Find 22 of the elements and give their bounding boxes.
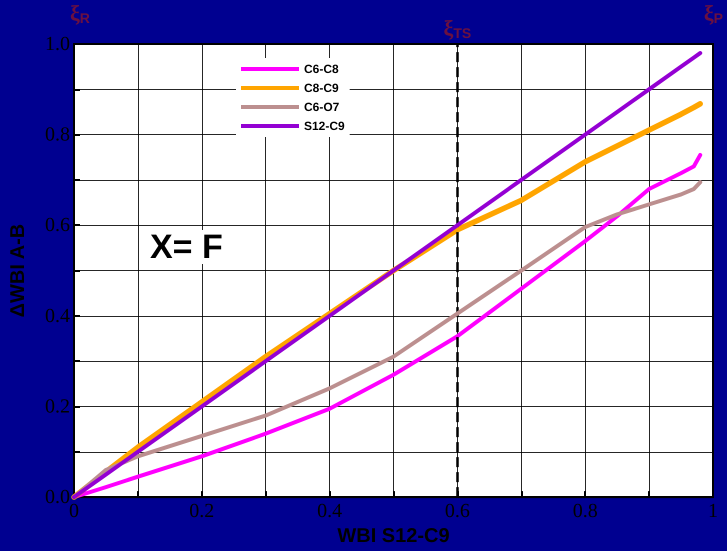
- y-axis-title: ΔWBI A-B: [7, 224, 29, 318]
- x-tick-label: 0: [69, 500, 79, 522]
- legend-label: C6-C8: [304, 62, 339, 76]
- x-tick-label: 0.4: [317, 500, 342, 522]
- x-tick-label: 1: [708, 500, 718, 522]
- annotation: X= F: [150, 228, 223, 266]
- text: ξR: [70, 0, 90, 26]
- y-tick-label: 0.6: [45, 214, 70, 236]
- legend-label: C6-O7: [304, 100, 340, 114]
- text: ξP: [704, 0, 724, 26]
- ref-line-label: ξTS: [444, 16, 472, 41]
- x-tick-label: 0.2: [189, 500, 214, 522]
- legend-label: S12-C9: [304, 119, 346, 133]
- y-tick-label: 0.0: [45, 486, 70, 508]
- x-tick-label: 0.6: [444, 500, 470, 522]
- y-tick-label: 0.8: [45, 124, 70, 146]
- legend-label: C8-C9: [304, 81, 339, 95]
- y-tick-label: 0.4: [45, 304, 70, 327]
- y-tick-label: 0.2: [45, 395, 70, 418]
- y-tick-label: 1.0: [45, 33, 70, 55]
- x-axis-title: WBI S12-C9: [337, 525, 450, 547]
- x-tick-label: 0.8: [572, 500, 598, 522]
